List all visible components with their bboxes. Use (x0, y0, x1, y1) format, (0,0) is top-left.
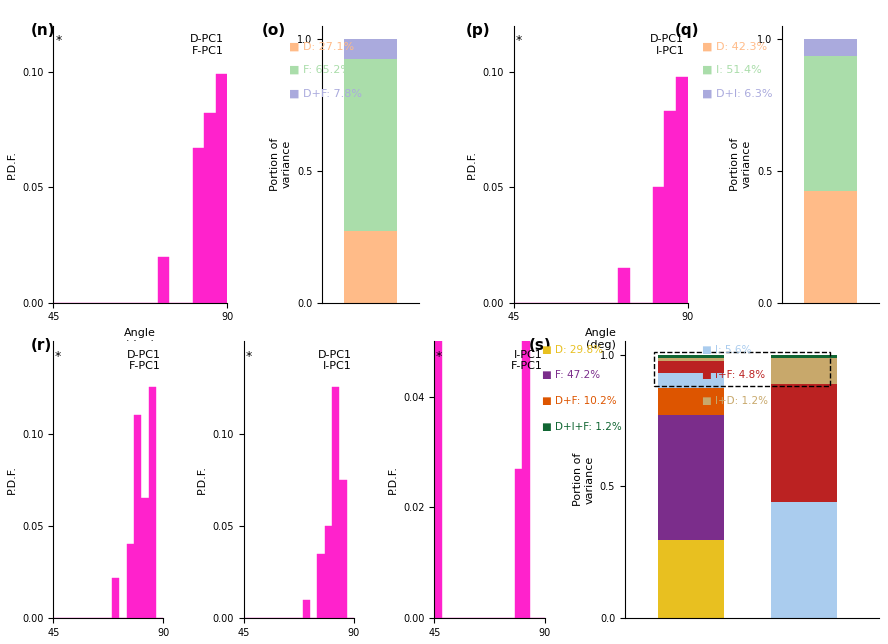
Bar (112, 578, 119, 618)
Bar (658, 415, 724, 540)
Bar (676, 77, 687, 303)
Bar (317, 554, 325, 618)
Bar (344, 231, 397, 303)
Bar (141, 498, 149, 618)
Y-axis label: Portion of
variance: Portion of variance (730, 138, 752, 191)
Text: ■ I: 5.6%: ■ I: 5.6% (702, 345, 751, 355)
Y-axis label: P.D.F.: P.D.F. (6, 149, 17, 179)
Bar (149, 388, 156, 618)
Bar (771, 502, 836, 618)
Text: *: * (56, 34, 62, 47)
Bar (658, 361, 724, 374)
Bar (522, 269, 530, 618)
Bar (771, 384, 836, 502)
Bar (771, 354, 836, 357)
Text: *: * (436, 350, 442, 363)
X-axis label: Angle
(deg): Angle (deg) (584, 328, 616, 350)
Bar (664, 111, 676, 303)
Y-axis label: P.D.F.: P.D.F. (387, 465, 398, 495)
Bar (771, 357, 836, 384)
Text: (r): (r) (31, 338, 52, 353)
Bar (325, 526, 332, 618)
Bar (618, 268, 630, 303)
Bar (158, 256, 170, 303)
Text: ■ I+D: 1.2%: ■ I+D: 1.2% (702, 396, 767, 406)
Text: (n): (n) (31, 23, 56, 37)
Text: (q): (q) (675, 23, 700, 37)
Text: ■ I+F: 4.8%: ■ I+F: 4.8% (702, 370, 765, 381)
Text: ■ D+F: 10.2%: ■ D+F: 10.2% (542, 396, 616, 406)
Bar (805, 55, 857, 191)
Bar (658, 354, 724, 357)
Bar (658, 357, 724, 361)
Bar (653, 187, 664, 303)
Bar (134, 415, 141, 618)
Bar (658, 374, 724, 388)
Text: D-PC1
F-PC1: D-PC1 F-PC1 (190, 34, 224, 55)
Bar (339, 480, 346, 618)
Y-axis label: Portion of
variance: Portion of variance (573, 453, 594, 506)
Text: *: * (516, 34, 522, 47)
Bar (303, 600, 310, 618)
Text: ■ D+I: 6.3%: ■ D+I: 6.3% (702, 89, 772, 99)
Y-axis label: P.D.F.: P.D.F. (197, 465, 207, 495)
Text: ■ F: 47.2%: ■ F: 47.2% (542, 370, 599, 381)
Bar (805, 39, 857, 55)
Y-axis label: P.D.F.: P.D.F. (467, 149, 477, 179)
Text: (o): (o) (262, 23, 286, 37)
Text: D-PC1
I-PC1: D-PC1 I-PC1 (318, 350, 352, 371)
Bar (658, 540, 724, 618)
Y-axis label: P.D.F.: P.D.F. (6, 465, 17, 495)
Bar (216, 74, 227, 303)
Bar (344, 59, 397, 231)
Text: *: * (55, 350, 61, 363)
Bar (344, 39, 397, 59)
Bar (193, 148, 204, 303)
Text: ■ D+I+F: 1.2%: ■ D+I+F: 1.2% (542, 422, 622, 432)
Bar (204, 113, 216, 303)
Text: (s): (s) (528, 338, 551, 353)
Bar (658, 388, 724, 415)
Text: ■ D: 27.1%: ■ D: 27.1% (289, 42, 353, 52)
Text: I-PC1
F-PC1: I-PC1 F-PC1 (511, 350, 543, 371)
Y-axis label: Portion of
variance: Portion of variance (270, 138, 291, 191)
Bar (332, 388, 339, 618)
Text: D-PC1
I-PC1: D-PC1 I-PC1 (650, 34, 684, 55)
X-axis label: Angle
(deg): Angle (deg) (124, 328, 156, 350)
Text: ■ D: 42.3%: ■ D: 42.3% (702, 42, 766, 52)
Bar (805, 191, 857, 303)
Text: (p): (p) (466, 23, 491, 37)
Bar (515, 469, 522, 618)
Bar (127, 544, 134, 618)
Text: *: * (245, 350, 251, 363)
Text: ■ F: 65.2%: ■ F: 65.2% (289, 64, 351, 75)
Text: ■ D+F: 7.8%: ■ D+F: 7.8% (289, 89, 361, 99)
Text: ■ D: 29.8%: ■ D: 29.8% (542, 345, 603, 355)
Bar (434, 0, 441, 618)
Text: D-PC1
F-PC1: D-PC1 F-PC1 (127, 350, 162, 371)
Text: ■ I: 51.4%: ■ I: 51.4% (702, 64, 761, 75)
